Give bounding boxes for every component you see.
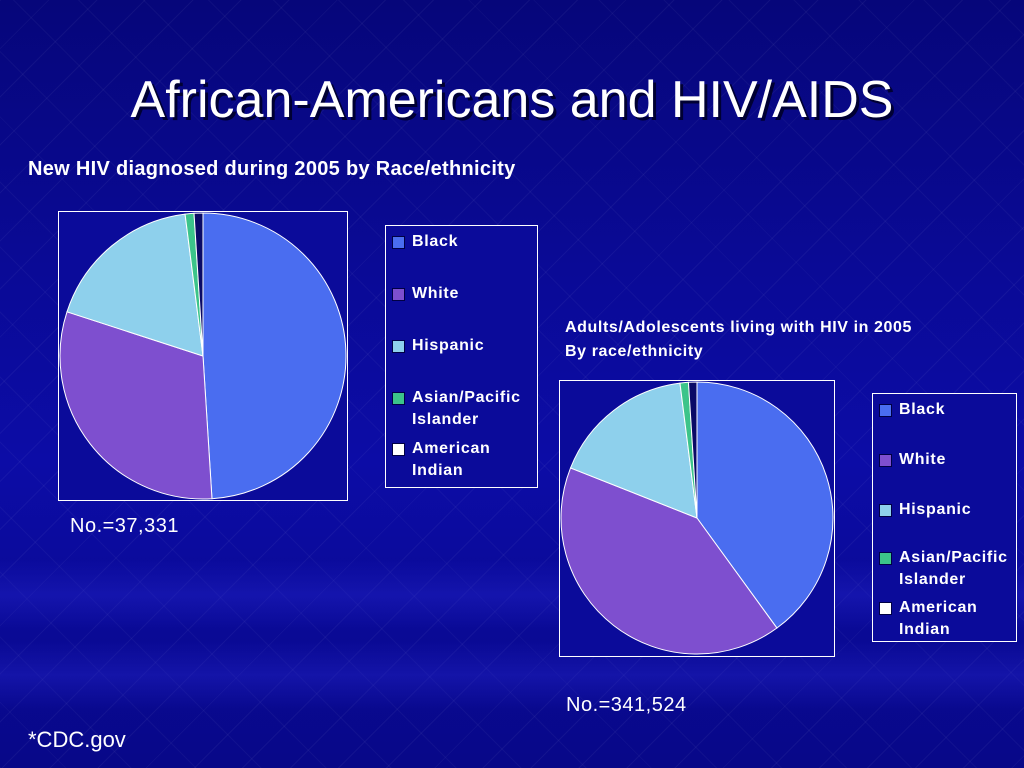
slide-title: African-Americans and HIV/AIDS [130, 71, 894, 129]
chart2-swatch-black [879, 404, 892, 417]
chart1-count-label: No.=37,331 [70, 515, 179, 537]
chart2-plot-area [559, 380, 835, 657]
chart2-count-label: No.=341,524 [566, 694, 687, 716]
chart1-legend-label: Black [412, 233, 459, 250]
chart2-swatch-american-indian [879, 602, 892, 615]
pie-slice-black [202, 212, 347, 500]
chart1-swatch-black [392, 236, 405, 249]
chart2-title: Adults/Adolescents living with HIV in 20… [565, 316, 912, 364]
chart1-legend-label: Asian/Pacific Islander [412, 389, 521, 428]
pie-slice-white [560, 467, 778, 655]
chart2-pie [560, 381, 834, 655]
chart2-title-line: By race/ethnicity [565, 343, 704, 360]
chart1-plot-area [58, 211, 348, 501]
pie-slice-hispanic [569, 382, 698, 519]
chart2-title-line: Adults/Adolescents living with HIV in 20… [565, 319, 913, 336]
pie-slice-american-indian [193, 212, 204, 357]
chart2-legend-label: Hispanic [899, 501, 972, 518]
chart2-swatch-asian [879, 552, 892, 565]
pie-slice-white [59, 311, 213, 500]
chart1-title: New HIV diagnosed during 2005 by Race/et… [28, 158, 516, 180]
chart1-pie [59, 212, 347, 500]
chart1-legend-label: American Indian [412, 440, 491, 479]
pie-slice-american-indian [687, 381, 698, 519]
chart1-legend-label: White [412, 285, 460, 302]
chart2-swatch-white [879, 454, 892, 467]
chart2-swatch-hispanic [879, 504, 892, 517]
pie-slice-black [696, 381, 834, 629]
chart2-legend-label: American Indian [899, 599, 978, 638]
chart2-legend-label: White [899, 451, 947, 468]
chart2-legend: Black White Hispanic Asian/Pacific Islan… [872, 393, 1017, 642]
chart1-swatch-american-indian [392, 443, 405, 456]
chart1-legend-label: Hispanic [412, 337, 485, 354]
source-citation: *CDC.gov [28, 727, 126, 752]
chart1-swatch-asian [392, 392, 405, 405]
chart2-legend-label: Asian/Pacific Islander [899, 549, 1008, 588]
chart2-legend-label: Black [899, 401, 946, 418]
chart1-swatch-hispanic [392, 340, 405, 353]
chart1-legend: Black White Hispanic Asian/Pacific Islan… [385, 225, 538, 488]
chart1-swatch-white [392, 288, 405, 301]
pie-slice-hispanic [66, 213, 204, 357]
